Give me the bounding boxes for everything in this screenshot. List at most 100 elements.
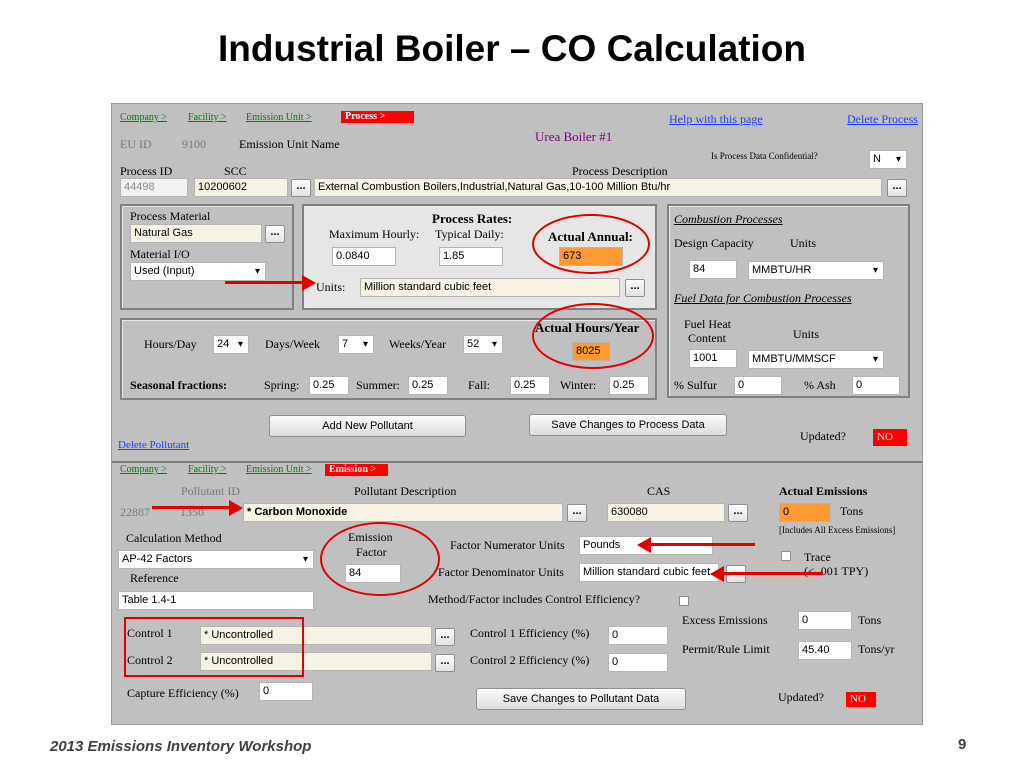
summer-field[interactable]: 0.25 [408,376,448,395]
emission-factor-highlight-circle [320,522,440,596]
pollutant-description-label: Pollutant Description [354,484,457,498]
control-1-lookup-button[interactable]: ... [435,628,455,646]
emission-unit-name-label: Emission Unit Name [239,137,340,151]
breadcrumb-facility[interactable]: Facility > [188,112,227,123]
actual-annual-highlight-circle [532,214,650,274]
rates-units-label: Units: [316,280,346,294]
denominator-arrow-shaft [723,572,823,575]
process-updated-label: Updated? [800,429,846,443]
fall-label: Fall: [468,378,491,392]
control-1-efficiency-label: Control 1 Efficiency (%) [470,626,590,640]
add-new-pollutant-button[interactable]: Add New Pollutant [269,415,466,437]
includes-excess-note: [Includes All Excess Emissions] [779,525,896,535]
description-lookup-button[interactable]: ... [887,179,907,197]
rates-units-field[interactable]: Million standard cubic feet [360,278,620,297]
process-material-field[interactable]: Natural Gas [130,224,262,243]
emission-breadcrumb-facility[interactable]: Facility > [188,464,227,475]
form-screenshot: Company > Facility > Emission Unit > Pro… [111,103,923,725]
delete-pollutant-link[interactable]: Delete Pollutant [118,439,190,451]
factor-denominator-label: Factor Denominator Units [438,565,564,579]
calculation-method-select[interactable]: AP-42 Factors [118,550,314,569]
breadcrumb-emission-unit[interactable]: Emission Unit > [246,112,312,123]
material-io-select[interactable]: Used (Input) [130,262,266,281]
scc-field[interactable]: 10200602 [194,178,288,197]
typical-daily-field[interactable]: 1.85 [439,247,503,266]
breadcrumb-process-current: Process > [341,111,414,123]
design-capacity-field[interactable]: 84 [689,260,737,279]
control-2-field[interactable]: * Uncontrolled [200,652,432,671]
design-capacity-units-select[interactable]: MMBTU/HR [748,261,884,280]
units-lookup-button[interactable]: ... [625,279,645,297]
control-2-lookup-button[interactable]: ... [435,654,455,672]
ash-field[interactable]: 0 [852,376,900,395]
max-hourly-field[interactable]: 0.0840 [332,247,396,266]
breadcrumb-company[interactable]: Company > [120,112,168,123]
fuel-data-title: Fuel Data for Combustion Processes [674,291,852,305]
process-description-label: Process Description [572,164,668,178]
process-description-field[interactable]: External Combustion Boilers,Industrial,N… [314,178,882,197]
control-2-efficiency-field[interactable]: 0 [608,653,668,672]
scc-lookup-button[interactable]: ... [291,179,311,197]
delete-process-link[interactable]: Delete Process [847,112,918,126]
fuel-heat-units-select[interactable]: MMBTU/MMSCF [748,350,884,369]
weeks-year-select[interactable]: 52 [463,335,503,354]
permit-limit-field[interactable]: 45.40 [798,641,852,660]
sulfur-field[interactable]: 0 [734,376,782,395]
actual-hours-highlight-circle [532,303,654,369]
confidential-select[interactable]: N [869,150,907,169]
actual-emissions-label: Actual Emissions [779,484,868,498]
emission-breadcrumb-current: Emission > [325,464,388,476]
denominator-arrow-head [710,566,724,582]
trace-checkbox[interactable] [781,551,791,561]
fall-field[interactable]: 0.25 [510,376,550,395]
control-efficiency-checkbox[interactable] [679,596,689,606]
hours-day-select[interactable]: 24 [213,335,249,354]
excess-emissions-units: Tons [858,613,882,627]
days-week-select[interactable]: 7 [338,335,374,354]
control-1-field[interactable]: * Uncontrolled [200,626,432,645]
winter-field[interactable]: 0.25 [609,376,649,395]
save-pollutant-button[interactable]: Save Changes to Pollutant Data [476,688,686,710]
process-rates-title: Process Rates: [432,211,513,226]
numerator-arrow-shaft [650,543,755,546]
material-panel [120,204,294,310]
combustion-processes-title: Combustion Processes [674,212,783,226]
hours-day-label: Hours/Day [144,337,197,351]
eu-id-value: 9100 [182,137,206,151]
pollutant-description-field[interactable]: * Carbon Monoxide [243,503,563,522]
process-id-field: 44498 [120,178,188,197]
actual-emissions-field[interactable]: 0 [779,503,831,522]
section-divider [112,461,922,463]
save-process-button[interactable]: Save Changes to Process Data [529,414,727,436]
cas-field[interactable]: 630080 [607,503,725,522]
factor-numerator-label: Factor Numerator Units [450,538,565,552]
cas-lookup-button[interactable]: ... [728,504,748,522]
actual-emissions-tons: Tons [840,504,864,518]
control-1-efficiency-field[interactable]: 0 [608,626,668,645]
help-link[interactable]: Help with this page [669,112,763,126]
excess-emissions-field[interactable]: 0 [798,611,852,630]
fuel-heat-field[interactable]: 1001 [689,349,737,368]
material-lookup-button[interactable]: ... [265,225,285,243]
combustion-panel [667,204,910,398]
permit-limit-units: Tons/yr [858,642,895,656]
factor-denominator-field[interactable]: Million standard cubic feet [579,563,719,582]
spring-field[interactable]: 0.25 [309,376,349,395]
emission-breadcrumb-company[interactable]: Company > [120,464,168,475]
emission-updated-label: Updated? [778,690,824,704]
fuel-units-label: Units [793,327,820,341]
emission-breadcrumb-emission-unit[interactable]: Emission Unit > [246,464,312,475]
weeks-year-label: Weeks/Year [389,337,447,351]
pollutant-lookup-button[interactable]: ... [567,504,587,522]
capture-efficiency-field[interactable]: 0 [259,682,313,701]
design-capacity-label: Design Capacity [674,236,754,250]
winter-label: Winter: [560,378,597,392]
control-2-efficiency-label: Control 2 Efficiency (%) [470,653,590,667]
emission-updated-value: NO [846,692,876,707]
reference-field[interactable]: Table 1.4-1 [118,591,314,610]
units-arrow-head [302,275,316,291]
process-material-label: Process Material [130,209,211,223]
trace-label: Trace [804,550,831,564]
cas-label: CAS [647,484,671,498]
pollutant-id-a: 22887 [120,505,150,519]
